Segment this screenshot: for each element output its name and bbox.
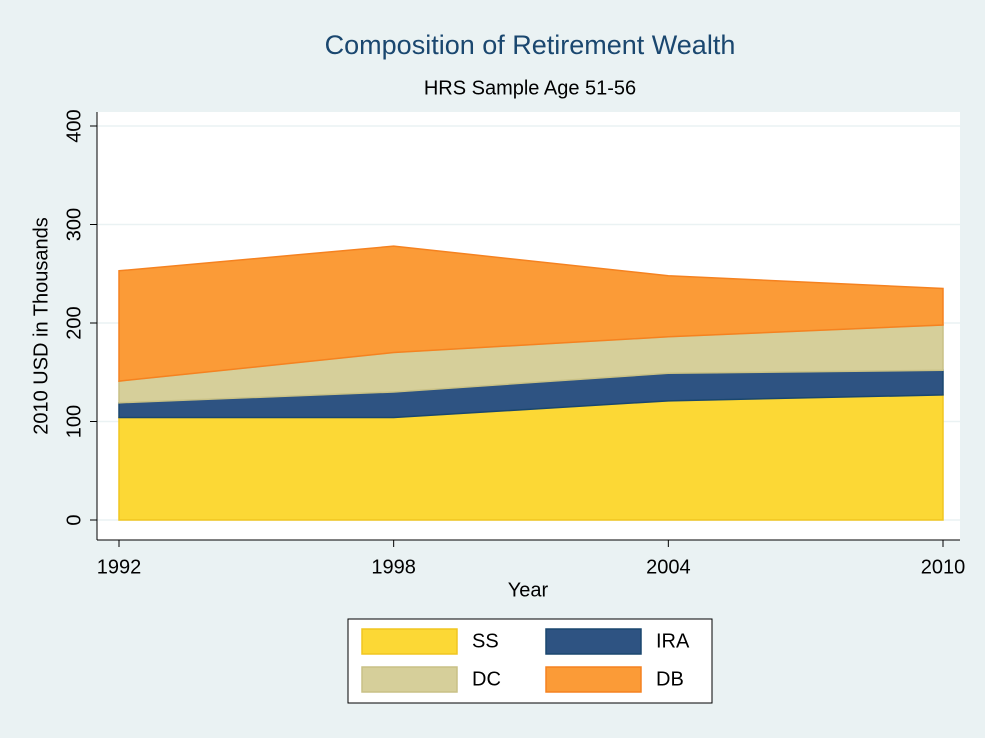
x-tick-label: 1992 xyxy=(97,556,142,578)
legend-label: DC xyxy=(472,668,501,690)
legend-key xyxy=(545,666,642,693)
area xyxy=(118,245,944,382)
legend-key xyxy=(361,628,458,655)
legend-key xyxy=(545,628,642,655)
y-tick-label: 400 xyxy=(63,109,85,142)
x-tick-label: 1998 xyxy=(371,556,416,578)
chart-title: Composition of Retirement Wealth xyxy=(325,30,736,60)
chart-subtitle: HRS Sample Age 51-56 xyxy=(424,77,636,99)
y-tick-label: 100 xyxy=(63,405,85,438)
legend-key xyxy=(361,666,458,693)
legend-label: SS xyxy=(472,630,499,652)
y-tick-label: 0 xyxy=(63,514,85,525)
legend-label: DB xyxy=(656,668,684,690)
y-axis-title: 2010 USD in Thousands xyxy=(30,217,52,435)
x-tick-label: 2004 xyxy=(646,556,691,578)
y-tick-label: 200 xyxy=(63,306,85,339)
x-axis-title: Year xyxy=(508,579,549,601)
x-tick-label: 2010 xyxy=(921,556,966,578)
y-tick-label: 300 xyxy=(63,208,85,241)
legend-label: IRA xyxy=(656,630,690,652)
